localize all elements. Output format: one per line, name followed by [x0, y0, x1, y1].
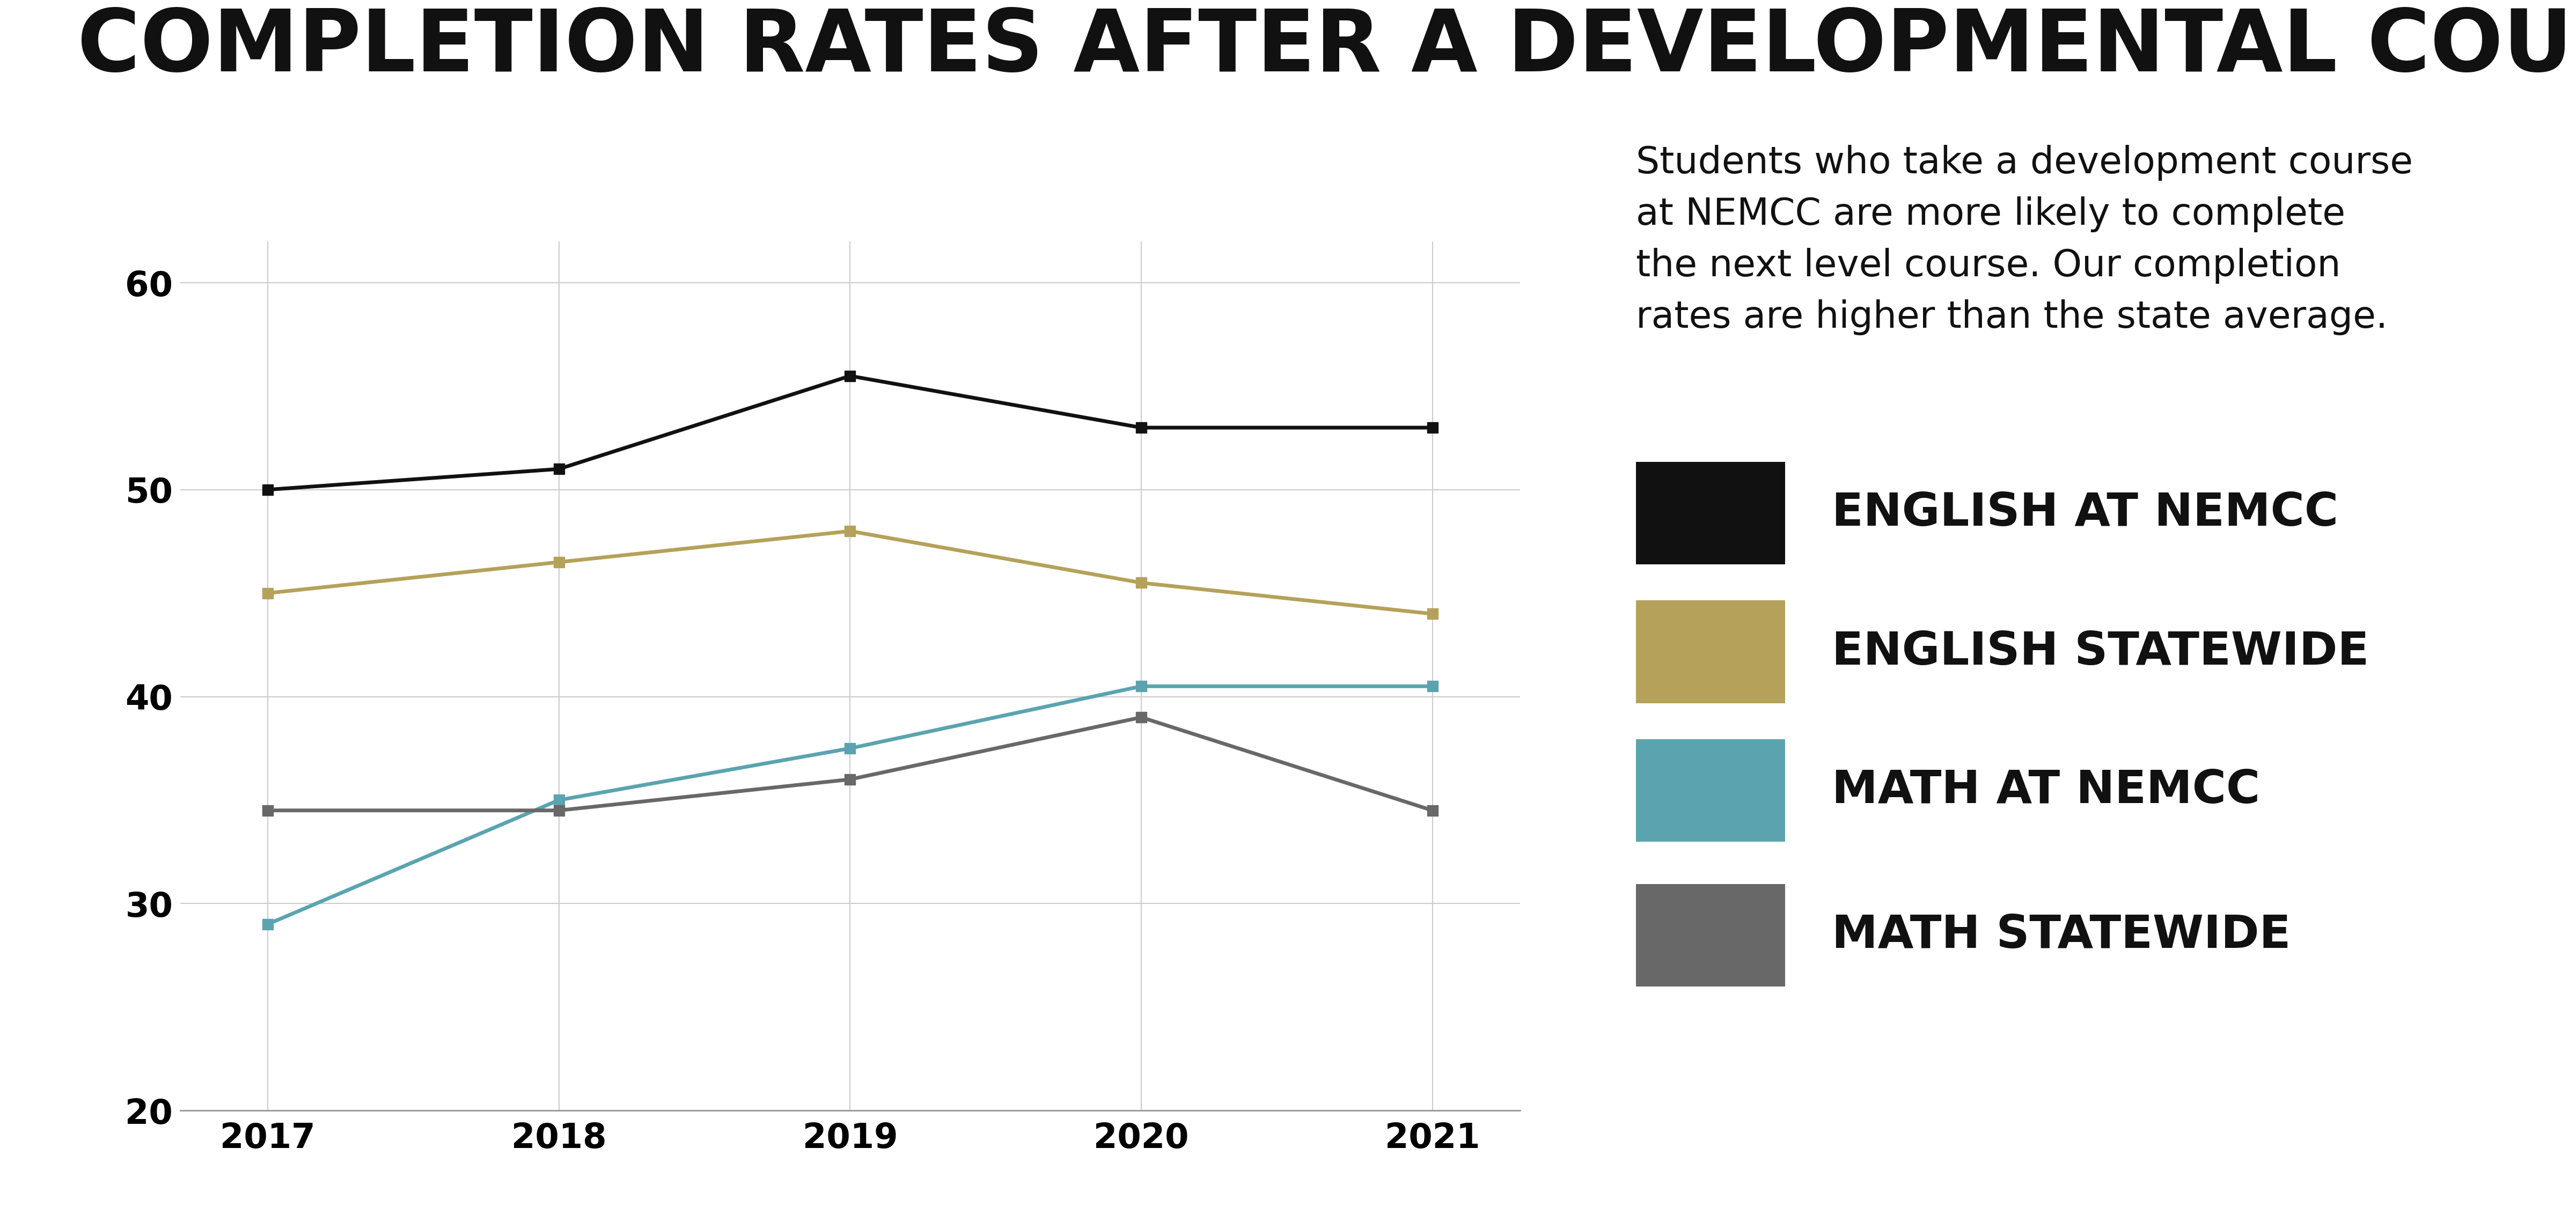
Text: COMPLETION RATES AFTER A DEVELOPMENTAL COURSE: COMPLETION RATES AFTER A DEVELOPMENTAL C… [77, 6, 2576, 89]
Text: MATH AT NEMCC: MATH AT NEMCC [1832, 769, 2259, 812]
Text: ENGLISH STATEWIDE: ENGLISH STATEWIDE [1832, 630, 2370, 674]
Text: MATH STATEWIDE: MATH STATEWIDE [1832, 914, 2290, 957]
Text: Students who take a development course
at NEMCC are more likely to complete
the : Students who take a development course a… [1636, 145, 2414, 336]
Text: ENGLISH AT NEMCC: ENGLISH AT NEMCC [1832, 491, 2339, 535]
